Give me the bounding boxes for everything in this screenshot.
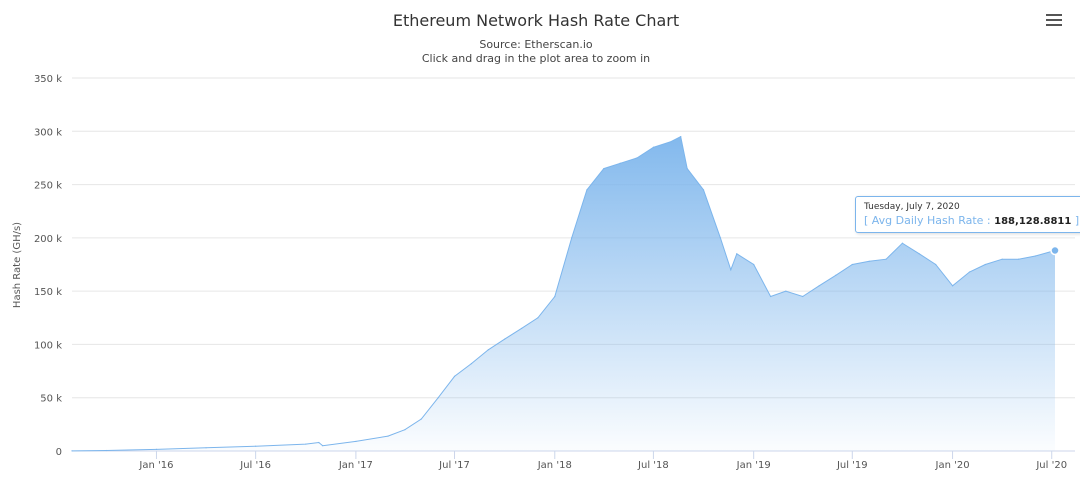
data-point xyxy=(537,317,539,319)
data-point xyxy=(1017,258,1020,260)
data-point xyxy=(636,157,638,159)
x-tick-label: Jul '19 xyxy=(836,460,868,471)
data-point xyxy=(802,295,804,298)
data-point xyxy=(918,253,920,255)
x-tick-label: Jan '20 xyxy=(935,460,970,471)
y-tick-label: 100 k xyxy=(34,340,62,351)
data-point xyxy=(603,167,605,170)
y-tick-label: 300 k xyxy=(34,127,62,138)
data-point xyxy=(851,263,853,266)
data-point xyxy=(968,271,971,273)
data-point xyxy=(487,349,489,351)
x-tick-label: Jul '18 xyxy=(637,460,669,471)
y-tick-label: 150 k xyxy=(34,287,62,298)
y-tick-label: 50 k xyxy=(40,394,62,405)
data-point xyxy=(669,141,671,143)
data-point xyxy=(105,449,107,452)
data-point xyxy=(554,295,556,298)
data-point xyxy=(984,263,986,266)
data-point xyxy=(935,263,937,266)
data-point xyxy=(470,363,473,365)
x-tick-label: Jul '20 xyxy=(1035,460,1067,471)
data-point xyxy=(619,162,621,164)
x-tick-label: Jan '17 xyxy=(338,460,373,471)
data-point xyxy=(885,258,887,260)
hamburger-menu-icon[interactable] xyxy=(1046,14,1062,28)
data-point xyxy=(702,189,705,191)
data-point xyxy=(652,146,655,148)
data-point xyxy=(818,285,820,287)
hover-point-marker xyxy=(1050,245,1060,256)
data-point xyxy=(753,263,755,266)
data-point xyxy=(719,237,722,239)
data-point xyxy=(1001,258,1003,260)
tooltip-value: 188,128.8811 xyxy=(994,216,1072,227)
data-point xyxy=(305,443,307,445)
series-line xyxy=(71,135,1056,452)
data-point xyxy=(1034,255,1036,257)
data-point xyxy=(520,327,523,330)
data-point xyxy=(951,285,954,287)
chart-zoom-hint: Click and drag in the plot area to zoom … xyxy=(422,52,650,65)
x-tick-label: Jan '16 xyxy=(138,460,173,471)
data-point xyxy=(255,445,257,447)
y-tick-label: 200 k xyxy=(34,234,62,245)
data-point xyxy=(387,435,389,437)
tooltip-series-label: Avg Daily Hash Rate xyxy=(871,214,984,227)
data-point xyxy=(571,237,573,239)
data-point xyxy=(730,269,732,271)
y-axis-label: Hash Rate (GH/s) xyxy=(12,222,23,308)
data-point xyxy=(453,375,456,377)
data-point xyxy=(686,167,688,170)
y-tick-label: 350 k xyxy=(34,74,62,85)
data-point xyxy=(736,253,738,255)
data-point xyxy=(901,242,904,244)
data-point xyxy=(437,397,439,399)
tooltip: Tuesday, July 7, 2020 [ Avg Daily Hash R… xyxy=(855,196,1080,233)
chart-subtitle: Source: Etherscan.io xyxy=(479,38,593,51)
data-point xyxy=(420,418,422,420)
data-point xyxy=(155,448,158,451)
data-point xyxy=(835,274,837,276)
data-point xyxy=(322,445,324,447)
x-tick-label: Jan '19 xyxy=(736,460,771,471)
series-area xyxy=(72,136,1055,451)
x-tick-label: Jan '18 xyxy=(537,460,572,471)
data-point xyxy=(785,290,787,292)
x-tick-label: Jul '17 xyxy=(438,460,470,471)
data-point xyxy=(71,450,73,452)
y-tick-label: 250 k xyxy=(34,181,62,192)
data-point xyxy=(868,260,870,262)
data-point xyxy=(504,338,506,340)
y-tick-label: 0 xyxy=(56,447,62,458)
data-point xyxy=(355,440,357,443)
data-point xyxy=(586,189,588,191)
chart-title: Ethereum Network Hash Rate Chart xyxy=(393,11,679,30)
data-point xyxy=(680,136,682,138)
data-point xyxy=(404,429,406,431)
data-point xyxy=(769,295,772,298)
data-point xyxy=(205,447,207,449)
tooltip-date: Tuesday, July 7, 2020 xyxy=(864,202,960,212)
data-point xyxy=(318,441,320,444)
x-tick-label: Jul '16 xyxy=(239,460,271,471)
